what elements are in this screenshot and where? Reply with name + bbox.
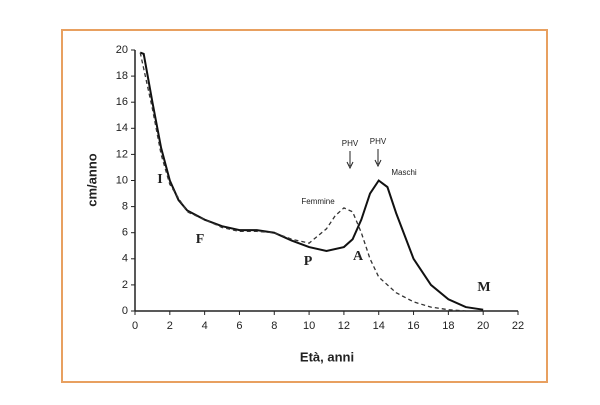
y-tick-label: 12 bbox=[116, 148, 128, 160]
x-tick-label: 8 bbox=[271, 320, 277, 332]
x-tick-label: 6 bbox=[236, 320, 242, 332]
x-tick-label: 2 bbox=[167, 320, 173, 332]
series-line bbox=[139, 52, 466, 312]
y-tick-label: 4 bbox=[122, 253, 128, 265]
y-axis-label: cm/anno bbox=[84, 153, 99, 207]
series-label: Femmine bbox=[301, 197, 335, 206]
x-tick-label: 16 bbox=[407, 320, 419, 332]
y-tick-label: 0 bbox=[122, 305, 128, 317]
series-line bbox=[139, 51, 484, 311]
annotation: A bbox=[353, 249, 364, 264]
y-tick-label: 18 bbox=[116, 70, 128, 82]
x-tick-label: 12 bbox=[338, 320, 350, 332]
x-axis-label: Età, anni bbox=[300, 349, 354, 364]
y-tick-label: 20 bbox=[116, 44, 128, 56]
annotation: F bbox=[196, 232, 205, 247]
x-tick-label: 10 bbox=[303, 320, 315, 332]
series-label: Maschi bbox=[391, 168, 417, 177]
annotation: I bbox=[157, 172, 162, 187]
y-tick-label: 14 bbox=[116, 122, 128, 134]
y-tick-label: 8 bbox=[122, 201, 128, 213]
x-tick-label: 4 bbox=[202, 320, 208, 332]
x-tick-label: 22 bbox=[512, 320, 524, 332]
phv-label: PHV bbox=[370, 137, 387, 146]
x-tick-label: 18 bbox=[442, 320, 454, 332]
frame bbox=[61, 29, 548, 383]
x-tick-label: 20 bbox=[477, 320, 489, 332]
y-tick-label: 10 bbox=[116, 174, 128, 186]
y-tick-label: 16 bbox=[116, 96, 128, 108]
phv-label: PHV bbox=[342, 139, 359, 148]
y-tick-label: 2 bbox=[122, 279, 128, 291]
arrow-head bbox=[346, 161, 354, 170]
x-tick-label: 0 bbox=[132, 320, 138, 332]
arrow-head bbox=[374, 159, 382, 168]
y-tick-label: 6 bbox=[122, 227, 128, 239]
annotation: P bbox=[304, 254, 313, 269]
annotation: M bbox=[477, 280, 490, 295]
x-tick-label: 14 bbox=[373, 320, 385, 332]
